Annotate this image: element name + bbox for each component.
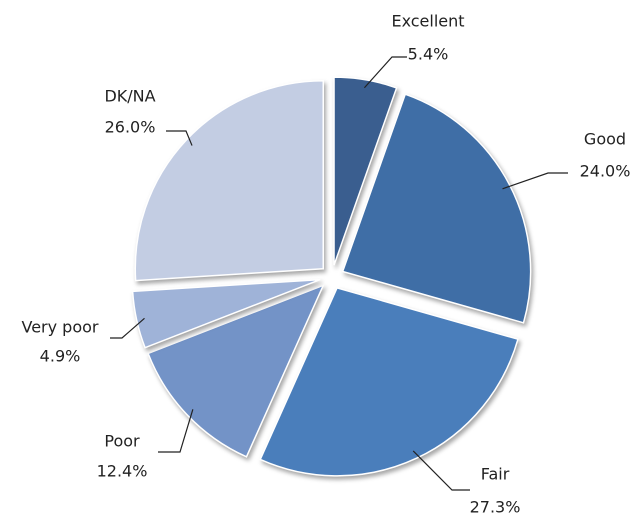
slice-label: Poor bbox=[104, 432, 140, 451]
leader-line bbox=[412, 450, 470, 491]
slice-value-label: 26.0% bbox=[105, 118, 156, 137]
leader-line bbox=[110, 317, 145, 339]
slice-value-label: 5.4% bbox=[408, 45, 449, 64]
slice-label: DK/NA bbox=[104, 87, 155, 106]
leader-line bbox=[363, 56, 407, 89]
pie-slice bbox=[259, 286, 519, 477]
slice-label: Fair bbox=[481, 465, 510, 484]
leader-line bbox=[158, 409, 194, 453]
slice-label: Very poor bbox=[22, 318, 99, 337]
leader-line bbox=[166, 130, 193, 146]
slice-label: Excellent bbox=[391, 12, 464, 31]
leader-line bbox=[502, 172, 568, 190]
pie-slice bbox=[333, 76, 398, 266]
pie-slice bbox=[131, 278, 321, 349]
slice-value-label: 24.0% bbox=[580, 162, 631, 181]
slice-value-label: 12.4% bbox=[97, 462, 148, 481]
slice-value-label: 27.3% bbox=[470, 498, 521, 517]
slice-label: Good bbox=[584, 130, 626, 149]
slice-value-label: 4.9% bbox=[40, 347, 81, 366]
pie-slice bbox=[341, 93, 532, 324]
pie-slice bbox=[134, 80, 325, 282]
